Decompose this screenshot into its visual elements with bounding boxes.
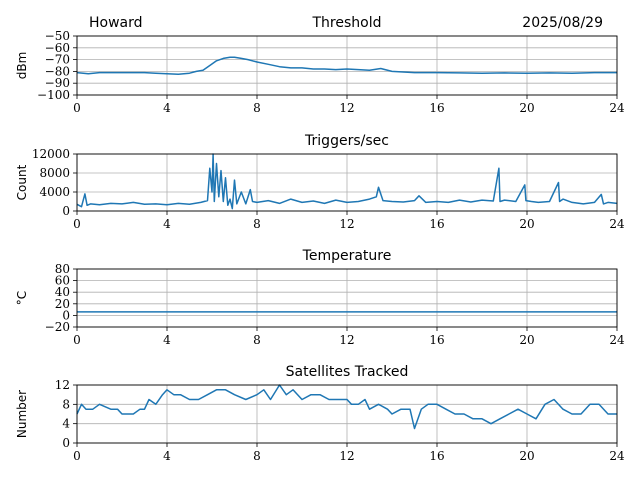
panels: 0 4 8 12 16 20 24 −100−90−80−70−60−50 Threshold d… [15, 15, 625, 463]
satellites-xtick-label-3: 12 [339, 449, 354, 463]
station-label: Howard [89, 15, 143, 31]
temperature-xtick-label-6: 24 [609, 333, 625, 347]
temperature-xtick-label-0: 0 [73, 333, 81, 347]
threshold-ytick-label-1: −90 [45, 76, 70, 90]
triggers-xtick-label-2: 8 [253, 217, 261, 231]
triggers-xtick-label-3: 12 [339, 217, 354, 231]
satellites-xtick-label-0: 0 [73, 449, 81, 463]
threshold-xtick-label-3: 12 [339, 101, 354, 115]
temperature-xtick-label-1: 4 [163, 333, 171, 347]
triggers-ytick-label-2: 8000 [39, 166, 70, 180]
threshold-ytick-label-4: −60 [45, 41, 70, 55]
triggers-xtick-label-5: 20 [519, 217, 534, 231]
threshold-xtick-label-2: 8 [253, 101, 261, 115]
temperature-ytick-label-3: 40 [55, 285, 70, 299]
triggers-title: Triggers/sec [304, 133, 389, 149]
satellites-xtick-label-2: 8 [253, 449, 261, 463]
threshold-ytick-label-5: −50 [45, 29, 70, 43]
satellites-series-0 [76, 384, 617, 430]
temperature-xtick-label-3: 12 [339, 333, 354, 347]
threshold-xtick-label-6: 24 [609, 101, 625, 115]
triggers-xtick-label-6: 24 [609, 217, 625, 231]
satellites-ytick-label-2: 8 [62, 397, 70, 411]
threshold-ylabel: dBm [15, 52, 29, 80]
satellites-xtick-label-4: 16 [429, 449, 444, 463]
temperature-ytick-label-2: 20 [55, 297, 70, 311]
satellites-xtick-label-6: 24 [609, 449, 625, 463]
triggers-ytick-label-0: 0 [62, 204, 70, 218]
triggers-panel: 0 4 8 12 16 20 24 0 4000 8000 12000 Triggers/sec Cou… [15, 133, 625, 231]
satellites-title: Satellites Tracked [286, 364, 409, 380]
satellites-xtick-label-5: 20 [519, 449, 534, 463]
temperature-xtick-label-5: 20 [519, 333, 534, 347]
satellites-ytick-label-0: 0 [62, 436, 70, 450]
satellites-panel: 0 4 8 12 16 20 24 0 4 8 12 Satellites Tracked Number [15, 364, 625, 463]
threshold-xtick-label-1: 4 [163, 101, 171, 115]
triggers-ylabel: Count [15, 164, 29, 200]
threshold-series-0 [76, 56, 617, 76]
threshold-xtick-label-4: 16 [429, 101, 444, 115]
threshold-xtick-label-0: 0 [73, 101, 81, 115]
threshold-panel: 0 4 8 12 16 20 24 −100−90−80−70−60−50 Threshold d… [15, 15, 625, 115]
satellites-ytick-label-1: 4 [62, 417, 70, 431]
threshold-ytick-label-3: −70 [45, 53, 70, 67]
satellites-xtick-label-1: 4 [163, 449, 171, 463]
temperature-ytick-label-5: 80 [55, 262, 70, 276]
triggers-series-0 [76, 153, 618, 210]
satellites-ylabel: Number [15, 390, 29, 438]
threshold-xtick-label-5: 20 [519, 101, 534, 115]
temperature-ytick-label-4: 60 [55, 274, 70, 288]
date-label: 2025/08/29 [522, 15, 603, 31]
triggers-ytick-label-3: 12000 [32, 147, 70, 161]
satellites-ytick-label-3: 12 [55, 378, 70, 392]
triggers-ytick-label-1: 4000 [39, 185, 70, 199]
temperature-xtick-label-2: 8 [253, 333, 261, 347]
temperature-ylabel: °C [15, 291, 29, 305]
triggers-xtick-label-4: 16 [429, 217, 444, 231]
triggers-xtick-label-0: 0 [73, 217, 81, 231]
threshold-ytick-label-0: −100 [37, 88, 70, 102]
temperature-title: Temperature [302, 248, 392, 264]
triggers-xtick-label-1: 4 [163, 217, 171, 231]
threshold-title: Threshold [312, 15, 382, 31]
threshold-ytick-label-2: −80 [45, 64, 70, 78]
temperature-ytick-label-0: −20 [45, 320, 70, 334]
temperature-ytick-label-1: 0 [62, 308, 70, 322]
temperature-xtick-label-4: 16 [429, 333, 444, 347]
